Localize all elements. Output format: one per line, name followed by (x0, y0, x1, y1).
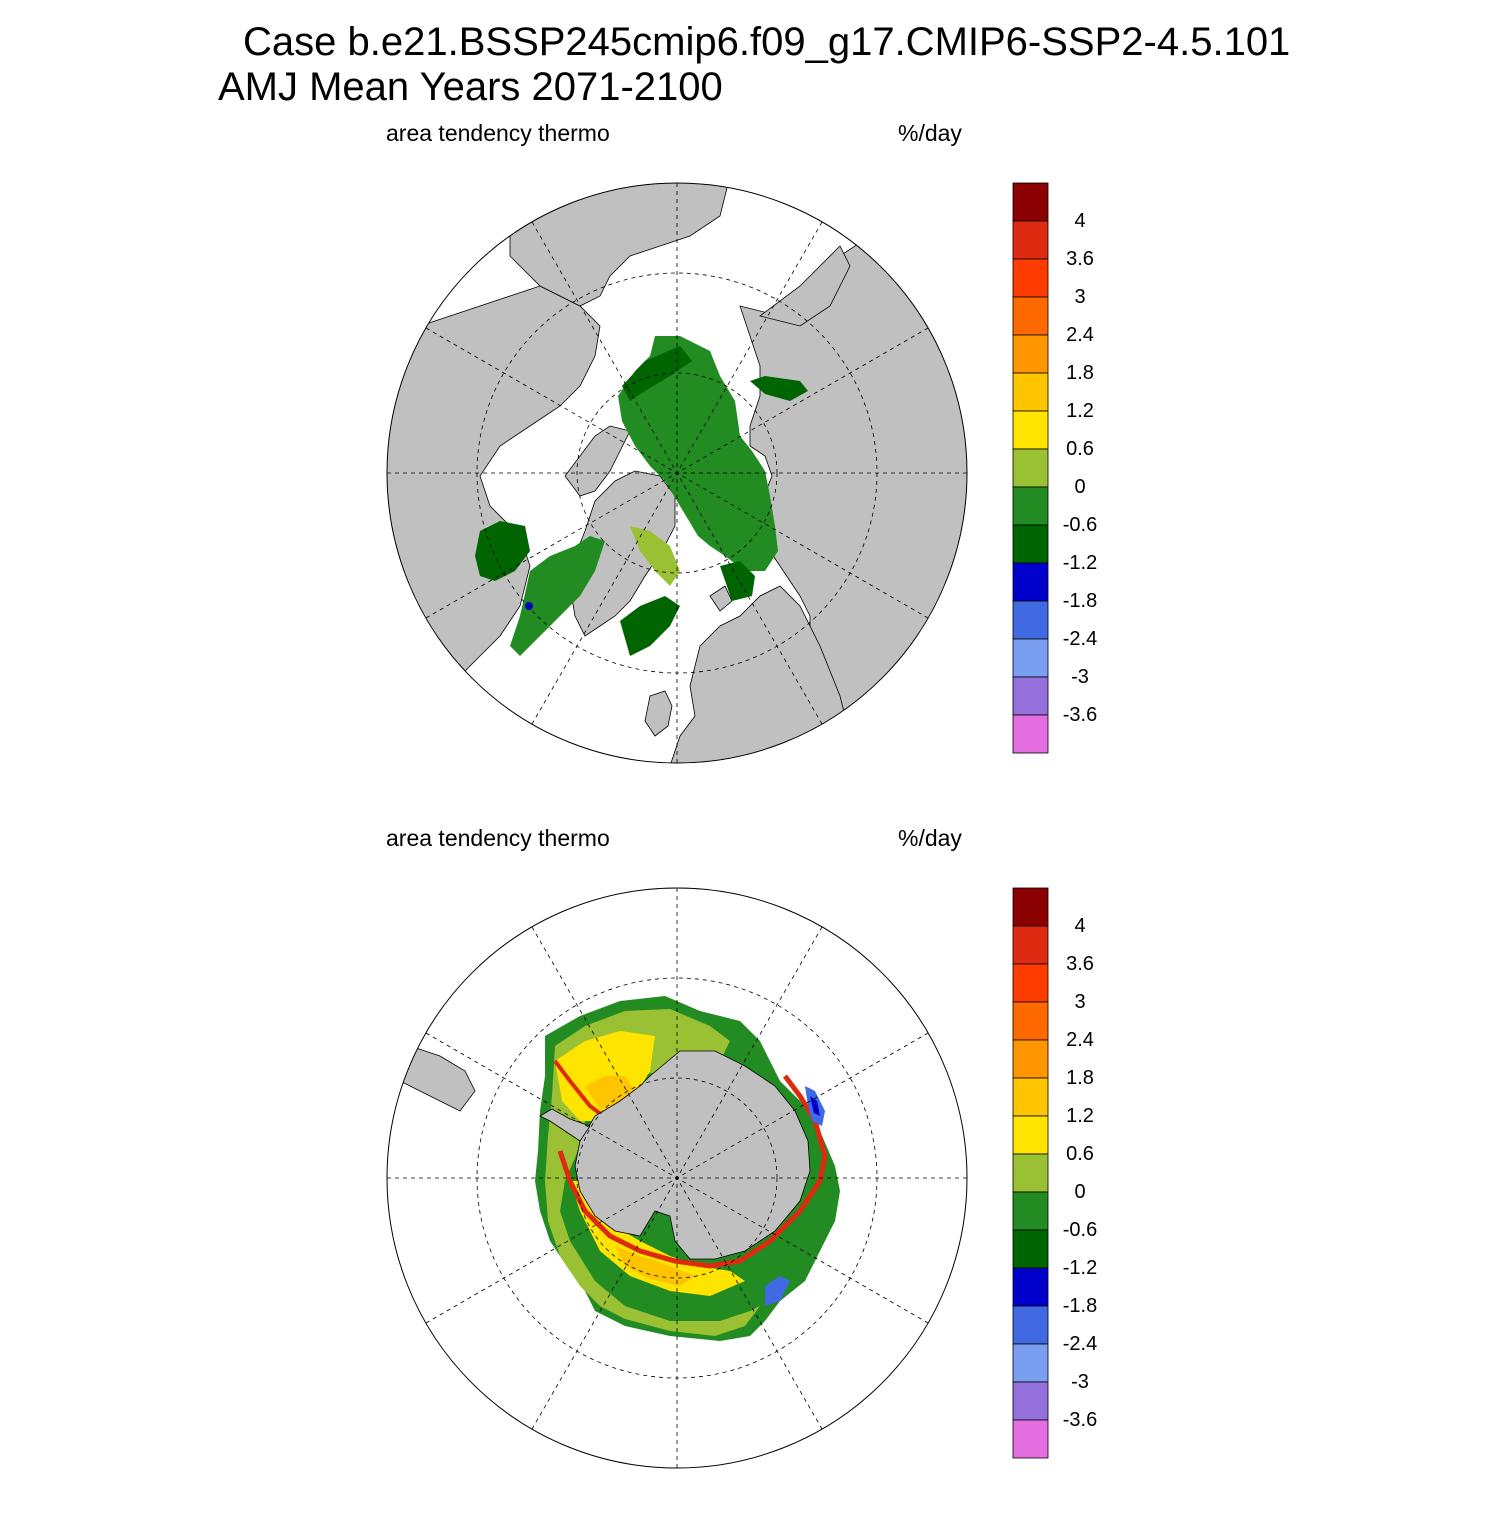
north-colorbar-label: -0.6 (1062, 514, 1098, 536)
north-colorbar-label: 1.2 (1066, 400, 1094, 422)
south-colorbar-label: 3.6 (1066, 953, 1094, 975)
north-barents-ice (720, 561, 755, 601)
north-colorbar-label: -3.6 (1062, 704, 1098, 726)
south-coastal-margin (557, 1074, 828, 1269)
south-colorbar-box-8 (1012, 1191, 1049, 1231)
north-sea-ice-tendency-near-zero (630, 526, 680, 586)
south-colorbar-box-13 (1012, 1381, 1049, 1421)
north-colorbar-box-8 (1012, 486, 1049, 526)
south-colorbar (1012, 887, 1049, 1459)
south-colorbar-box-1 (1012, 925, 1049, 965)
north-colorbar-box-0 (1012, 182, 1049, 222)
north-baffin-ice (510, 536, 605, 656)
north-colorbar-box-6 (1012, 410, 1049, 450)
figure-title-period: AMJ Mean Years 2071-2100 (218, 65, 723, 109)
south-colorbar-box-9 (1012, 1229, 1049, 1269)
north-colorbar-label: 3.6 (1066, 248, 1094, 270)
south-colorbar-label: -3 (1071, 1371, 1089, 1393)
land-british-isles (644, 690, 673, 737)
north-colorbar-box-1 (1012, 220, 1049, 260)
land-antarctic-peninsula (539, 1108, 591, 1142)
north-colorbar-box-10 (1012, 562, 1049, 602)
south-colorbar-box-0 (1012, 887, 1049, 927)
land-southern-australia (699, 1465, 731, 1468)
south-colorbar-label: -1.8 (1062, 1295, 1098, 1317)
south-colorbar-box-2 (1012, 963, 1049, 1003)
north-colorbar-label: 3 (1074, 286, 1086, 308)
north-colorbar-label: 4 (1074, 210, 1086, 232)
north-colorbar-label: 1.8 (1066, 362, 1094, 384)
north-colorbar-box-14 (1012, 714, 1049, 754)
south-colorbar-label: 3 (1074, 991, 1086, 1013)
land-alaska (509, 183, 731, 307)
south-colorbar-box-7 (1012, 1153, 1049, 1193)
south-colorbar-box-10 (1012, 1267, 1049, 1307)
north-okhotsk-ice (750, 376, 808, 401)
north-colorbar-box-9 (1012, 524, 1049, 564)
south-colorbar-label: -3.6 (1062, 1409, 1098, 1431)
north-colorbar (1012, 182, 1049, 754)
south-colorbar-label: 4 (1074, 915, 1086, 937)
south-colorbar-label: 2.4 (1066, 1029, 1094, 1051)
south-colorbar-label: 0.6 (1066, 1143, 1094, 1165)
south-colorbar-box-3 (1012, 1001, 1049, 1041)
north-colorbar-box-5 (1012, 372, 1049, 412)
land-canadian-archipelago (564, 425, 631, 497)
north-greenland-east-ice (620, 596, 680, 656)
north-panel-variable-title: area tendency thermo (386, 120, 610, 146)
south-negative-patch-south (765, 1276, 790, 1306)
south-colorbar-box-12 (1012, 1343, 1049, 1383)
north-panel-units-title: %/day (898, 120, 962, 146)
south-colorbar-box-5 (1012, 1077, 1049, 1117)
figure-title-case: Case b.e21.BSSP245cmip6.f09_g17.CMIP6-SS… (243, 20, 1291, 64)
south-colorbar-label: 1.2 (1066, 1105, 1094, 1127)
north-colorbar-box-13 (1012, 676, 1049, 716)
north-colorbar-label: -1.8 (1062, 590, 1098, 612)
north-negative-spot (525, 602, 533, 610)
north-colorbar-label: 0.6 (1066, 438, 1094, 460)
south-colorbar-box-6 (1012, 1115, 1049, 1155)
north-colorbar-box-11 (1012, 600, 1049, 640)
south-colorbar-box-11 (1012, 1305, 1049, 1345)
south-panel-units-title: %/day (898, 825, 962, 851)
north-colorbar-label: -3 (1071, 666, 1089, 688)
south-colorbar-label: -1.2 (1062, 1257, 1098, 1279)
north-colorbar-box-12 (1012, 638, 1049, 678)
south-colorbar-label: 1.8 (1066, 1067, 1094, 1089)
south-colorbar-label: -2.4 (1062, 1333, 1098, 1355)
south-panel-variable-title: area tendency thermo (386, 825, 610, 851)
south-colorbar-box-4 (1012, 1039, 1049, 1079)
north-colorbar-box-4 (1012, 334, 1049, 374)
south-panel: area tendency thermo %/day (0, 815, 1500, 1515)
south-colorbar-box-14 (1012, 1419, 1049, 1459)
north-colorbar-box-7 (1012, 448, 1049, 488)
south-colorbar-label: 0 (1074, 1181, 1086, 1203)
north-sea-ice-tendency-dark (622, 346, 692, 401)
north-panel: area tendency thermo %/day (0, 110, 1500, 810)
north-colorbar-label: -2.4 (1062, 628, 1098, 650)
south-colorbar-label: -0.6 (1062, 1219, 1098, 1241)
south-polar-map (386, 887, 968, 1469)
north-polar-map (386, 182, 968, 764)
south-negative-patch-east-core (810, 1096, 820, 1116)
north-colorbar-label: -1.2 (1062, 552, 1098, 574)
south-ross-strong (615, 1246, 695, 1286)
north-colorbar-box-2 (1012, 258, 1049, 298)
north-colorbar-label: 0 (1074, 476, 1086, 498)
north-colorbar-label: 2.4 (1066, 324, 1094, 346)
land-chukotka (759, 245, 851, 327)
north-colorbar-box-3 (1012, 296, 1049, 336)
north-sea-ice-tendency-light (618, 336, 778, 571)
